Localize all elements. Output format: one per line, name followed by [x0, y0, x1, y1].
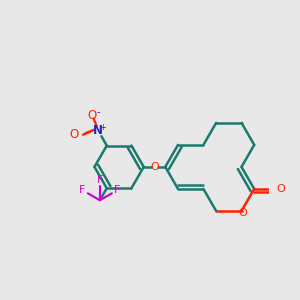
Text: O: O: [239, 208, 248, 218]
Text: F: F: [97, 175, 103, 185]
Text: +: +: [100, 123, 106, 132]
Text: F: F: [114, 185, 120, 195]
Text: O: O: [277, 184, 286, 194]
Text: O: O: [88, 109, 97, 122]
Text: N: N: [93, 124, 103, 137]
Text: -: -: [97, 106, 100, 117]
Text: O: O: [70, 128, 79, 141]
Text: O: O: [150, 162, 159, 172]
Text: F: F: [79, 185, 86, 195]
